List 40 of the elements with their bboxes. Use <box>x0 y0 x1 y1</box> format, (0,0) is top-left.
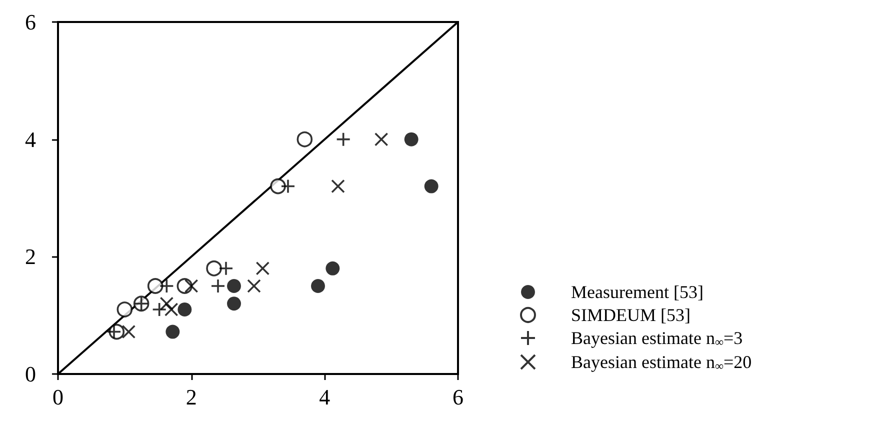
point <box>227 279 241 293</box>
point <box>404 132 418 146</box>
point <box>227 296 241 311</box>
y-tick-label: 6 <box>25 10 36 34</box>
x-tick-label: 6 <box>452 384 464 410</box>
point <box>122 324 136 339</box>
y-tick-label: 2 <box>25 244 36 270</box>
point <box>178 302 192 316</box>
point <box>374 132 388 146</box>
point <box>184 279 198 293</box>
point <box>166 324 180 339</box>
point <box>116 302 133 318</box>
x-tick-label: 2 <box>186 384 197 410</box>
point <box>424 179 438 194</box>
legend-label: Measurement [53] <box>571 282 704 302</box>
x-tick-label: 0 <box>52 384 64 410</box>
point <box>164 302 178 316</box>
point <box>326 261 340 276</box>
point <box>247 279 261 293</box>
point <box>270 178 286 194</box>
point <box>159 278 174 294</box>
point <box>311 279 325 293</box>
point <box>147 278 164 294</box>
point <box>152 302 167 317</box>
point <box>296 131 313 148</box>
point <box>206 260 222 276</box>
legend-label: SIMDEUM [53] <box>571 305 690 325</box>
point <box>256 262 270 276</box>
y-tick-label: 0 <box>25 362 36 386</box>
y-tick-label: 4 <box>25 126 36 152</box>
point <box>160 296 174 310</box>
point <box>106 324 122 340</box>
point <box>336 132 351 147</box>
point <box>331 179 345 194</box>
point <box>280 178 296 194</box>
x-tick-label: 4 <box>319 384 330 410</box>
point <box>210 278 226 294</box>
point <box>218 261 234 276</box>
legend-label: Bayesian estimate n∞=20 <box>571 352 752 373</box>
legend-label: Bayesian estimate n∞=3 <box>571 328 743 349</box>
